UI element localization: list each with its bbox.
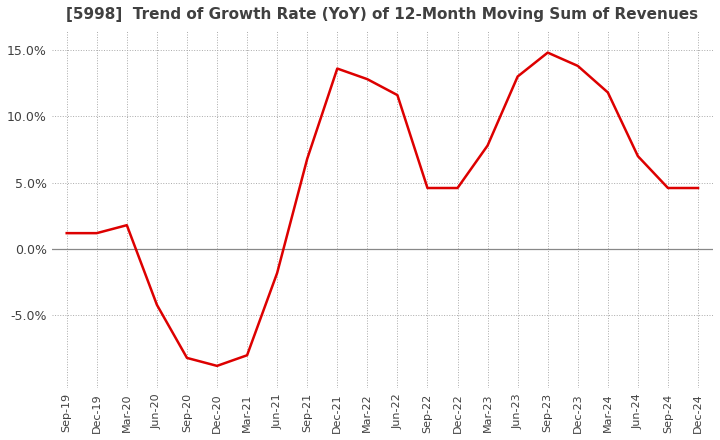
Title: [5998]  Trend of Growth Rate (YoY) of 12-Month Moving Sum of Revenues: [5998] Trend of Growth Rate (YoY) of 12-…: [66, 7, 698, 22]
